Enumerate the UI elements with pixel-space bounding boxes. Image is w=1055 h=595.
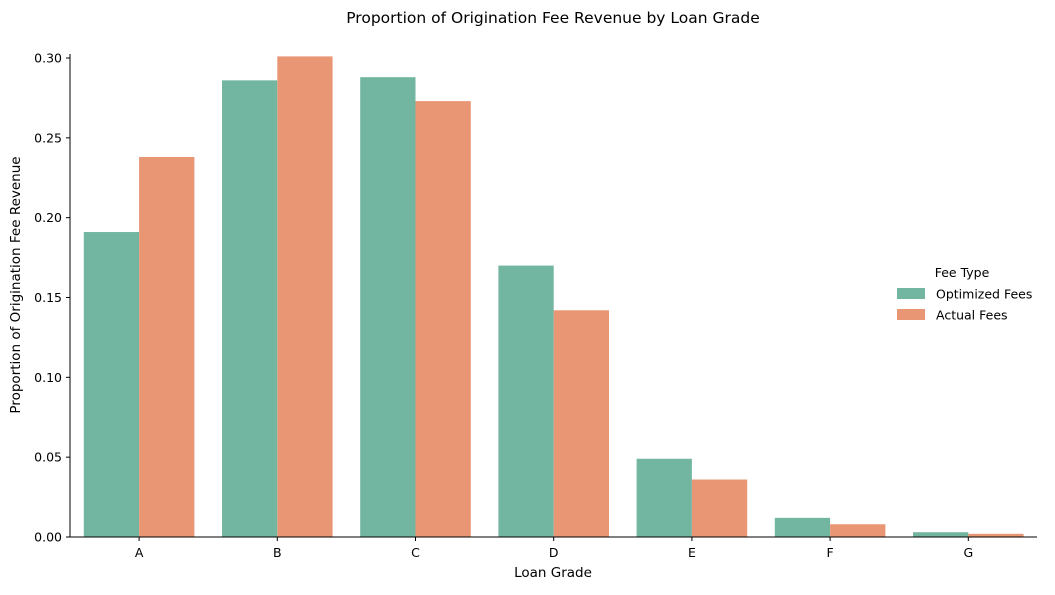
legend-item-optimized[interactable]: Optimized Fees	[897, 287, 1032, 302]
y-tick-label-5: 0.25	[34, 130, 62, 145]
bar-optimized-d	[498, 265, 554, 537]
y-tick-label-6: 0.30	[34, 51, 62, 66]
x-tick-label-c: C	[411, 545, 420, 560]
y-tick-label-2: 0.10	[34, 370, 62, 385]
legend-label-actual: Actual Fees	[936, 308, 1008, 323]
bar-optimized-e	[636, 458, 692, 537]
x-tick-label-b: B	[273, 545, 282, 560]
y-tick-label-0: 0.00	[34, 530, 62, 545]
x-tick-label-e: E	[688, 545, 696, 560]
y-axis-ticks: 0.00 0.05 0.10 0.15 0.20 0.25 0.30	[34, 51, 70, 545]
bar-actual-d	[553, 310, 609, 537]
x-axis-label: Loan Grade	[514, 565, 592, 581]
bar-actual-b	[277, 56, 333, 538]
legend-item-actual[interactable]: Actual Fees	[897, 308, 1008, 323]
bar-actual-f	[830, 524, 886, 537]
bars-layer	[83, 56, 1024, 538]
x-tick-label-d: D	[549, 545, 559, 560]
bar-optimized-f	[774, 517, 831, 537]
bar-actual-c	[415, 101, 471, 538]
bar-actual-e	[691, 479, 748, 537]
bar-optimized-c	[360, 77, 416, 537]
legend-label-optimized: Optimized Fees	[936, 287, 1032, 302]
legend-swatch-actual	[897, 309, 925, 320]
chart-title: Proportion of Origination Fee Revenue by…	[346, 9, 760, 27]
y-axis-label: Proportion of Origination Fee Revenue	[8, 156, 24, 413]
bar-optimized-g	[913, 532, 969, 537]
x-tick-label-a: A	[135, 545, 144, 560]
legend-swatch-optimized	[897, 288, 925, 299]
bar-optimized-a	[83, 232, 140, 538]
x-tick-label-f: F	[826, 545, 833, 560]
legend-title: Fee Type	[935, 265, 990, 280]
legend: Fee Type Optimized Fees Actual Fees	[897, 265, 1032, 323]
x-tick-label-g: G	[963, 545, 973, 560]
x-axis-ticks: A B C D E F G	[135, 537, 973, 560]
y-tick-label-1: 0.05	[34, 450, 62, 465]
bar-optimized-b	[222, 80, 278, 537]
bar-actual-g	[968, 533, 1024, 537]
y-tick-label-3: 0.15	[34, 290, 62, 305]
y-tick-label-4: 0.20	[34, 210, 62, 225]
bar-actual-a	[139, 156, 195, 538]
